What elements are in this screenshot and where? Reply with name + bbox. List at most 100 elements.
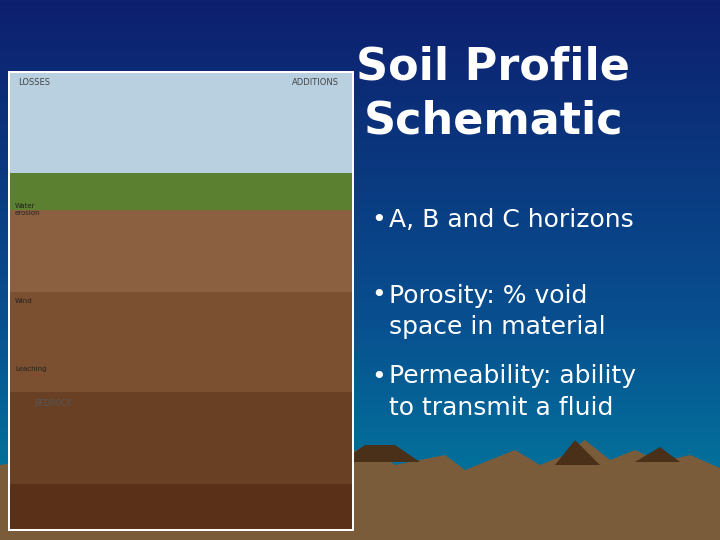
Bar xyxy=(0,370,720,373)
Bar xyxy=(0,219,720,221)
Bar xyxy=(0,269,720,272)
Bar xyxy=(0,294,720,297)
Bar xyxy=(0,402,720,405)
Bar xyxy=(0,107,720,110)
Bar xyxy=(0,415,720,417)
Bar xyxy=(0,355,720,358)
Bar xyxy=(0,127,720,130)
Bar xyxy=(0,89,720,92)
Bar xyxy=(0,523,720,525)
Bar xyxy=(0,483,720,486)
Bar xyxy=(0,397,720,400)
Bar xyxy=(0,289,720,292)
Bar xyxy=(0,327,720,329)
Bar xyxy=(0,480,720,482)
Bar xyxy=(0,408,720,410)
Bar xyxy=(0,262,720,265)
Polygon shape xyxy=(635,447,680,462)
Bar xyxy=(0,485,720,488)
Bar xyxy=(0,338,720,340)
Bar xyxy=(360,491,720,494)
Bar xyxy=(0,454,720,457)
Bar xyxy=(0,438,720,441)
Bar xyxy=(0,341,720,344)
Bar xyxy=(10,393,352,484)
Text: BEDROCK: BEDROCK xyxy=(35,399,73,408)
Bar xyxy=(0,276,720,279)
Bar xyxy=(360,479,720,482)
Bar xyxy=(0,210,720,212)
Bar xyxy=(0,244,720,247)
Bar xyxy=(0,265,720,268)
Bar xyxy=(0,467,720,470)
Bar xyxy=(0,14,720,16)
Bar xyxy=(360,531,720,534)
Bar xyxy=(0,449,720,452)
Bar xyxy=(0,462,720,464)
Bar xyxy=(0,53,720,56)
Bar xyxy=(0,535,720,538)
Bar xyxy=(0,130,720,133)
Bar xyxy=(0,319,720,322)
Bar xyxy=(0,3,720,5)
Bar xyxy=(360,501,720,504)
Bar xyxy=(0,96,720,99)
Bar xyxy=(0,512,720,515)
Bar xyxy=(360,509,720,512)
Bar xyxy=(0,103,720,106)
Bar xyxy=(0,424,720,427)
Bar xyxy=(0,38,720,42)
Bar xyxy=(0,285,720,288)
Bar xyxy=(0,26,720,29)
Bar xyxy=(360,503,720,506)
Bar xyxy=(0,157,720,160)
Bar xyxy=(0,271,720,274)
Text: •: • xyxy=(371,208,385,232)
Bar xyxy=(0,256,720,259)
Text: Porosity: % void
space in material: Porosity: % void space in material xyxy=(389,284,606,339)
Polygon shape xyxy=(220,445,265,468)
Bar xyxy=(360,487,720,490)
Bar xyxy=(0,251,720,254)
Bar xyxy=(0,11,720,15)
Bar xyxy=(0,87,720,90)
Bar xyxy=(0,373,720,376)
Bar xyxy=(0,33,720,36)
Bar xyxy=(0,1,720,4)
Text: LOSSES: LOSSES xyxy=(18,78,50,87)
Bar xyxy=(0,249,720,252)
Bar xyxy=(0,231,720,234)
Bar xyxy=(0,375,720,378)
Bar xyxy=(0,456,720,459)
Bar xyxy=(0,524,720,528)
Bar xyxy=(0,447,720,450)
Bar xyxy=(0,173,720,177)
Bar xyxy=(0,152,720,155)
Bar xyxy=(0,49,720,52)
Bar xyxy=(10,210,352,292)
Bar xyxy=(0,111,720,113)
Bar xyxy=(0,359,720,362)
Bar xyxy=(360,481,720,484)
Bar xyxy=(0,267,720,270)
Bar xyxy=(8,71,354,531)
Bar xyxy=(0,487,720,490)
Bar xyxy=(0,235,720,238)
Bar xyxy=(0,339,720,342)
Bar xyxy=(360,515,720,518)
Bar xyxy=(360,519,720,522)
Text: •: • xyxy=(371,284,385,307)
Bar xyxy=(0,372,720,374)
Bar xyxy=(0,211,720,214)
Bar xyxy=(0,418,720,421)
Bar xyxy=(0,213,720,216)
Bar xyxy=(0,159,720,162)
Polygon shape xyxy=(340,445,420,462)
Bar xyxy=(0,238,720,241)
Bar xyxy=(360,489,720,492)
Bar xyxy=(0,481,720,484)
Bar xyxy=(0,165,720,167)
Bar xyxy=(360,517,720,520)
Bar xyxy=(0,361,720,363)
Bar xyxy=(0,443,720,447)
